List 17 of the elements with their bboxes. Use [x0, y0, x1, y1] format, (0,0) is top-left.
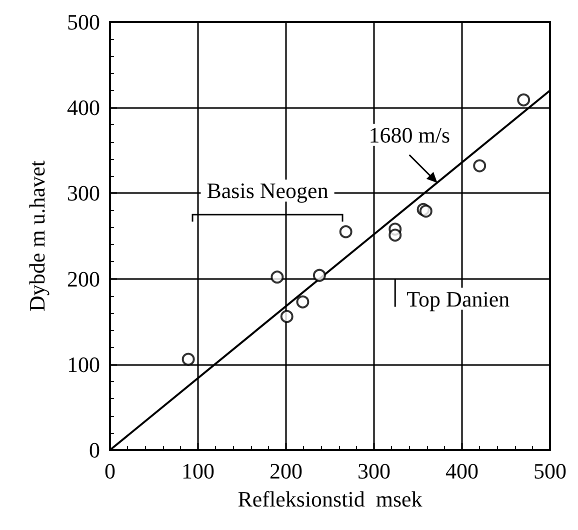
- y-tick-label: 200: [67, 266, 100, 292]
- y-tick-label: 100: [67, 352, 100, 377]
- x-tick-label: 0: [104, 458, 116, 484]
- annotation: 1680 m/s: [368, 122, 450, 148]
- x-tick-label: 500: [534, 458, 566, 484]
- annotation: Top Danien: [406, 286, 510, 312]
- x-axis-title: Refleksionstid msek: [238, 486, 422, 512]
- y-tick-label: 0: [89, 438, 100, 462]
- annotation: Basis Neogen: [206, 178, 328, 204]
- y-tick-label: 300: [67, 180, 100, 206]
- x-tick-label: 400: [446, 458, 478, 484]
- x-tick-label: 100: [182, 458, 214, 484]
- y-axis-title: Dybde m u.havet: [24, 160, 50, 312]
- x-tick-label: 300: [358, 458, 390, 484]
- y-tick-label: 400: [67, 95, 100, 120]
- x-tick-label: 200: [270, 458, 302, 484]
- y-tick-label: 500: [67, 10, 100, 34]
